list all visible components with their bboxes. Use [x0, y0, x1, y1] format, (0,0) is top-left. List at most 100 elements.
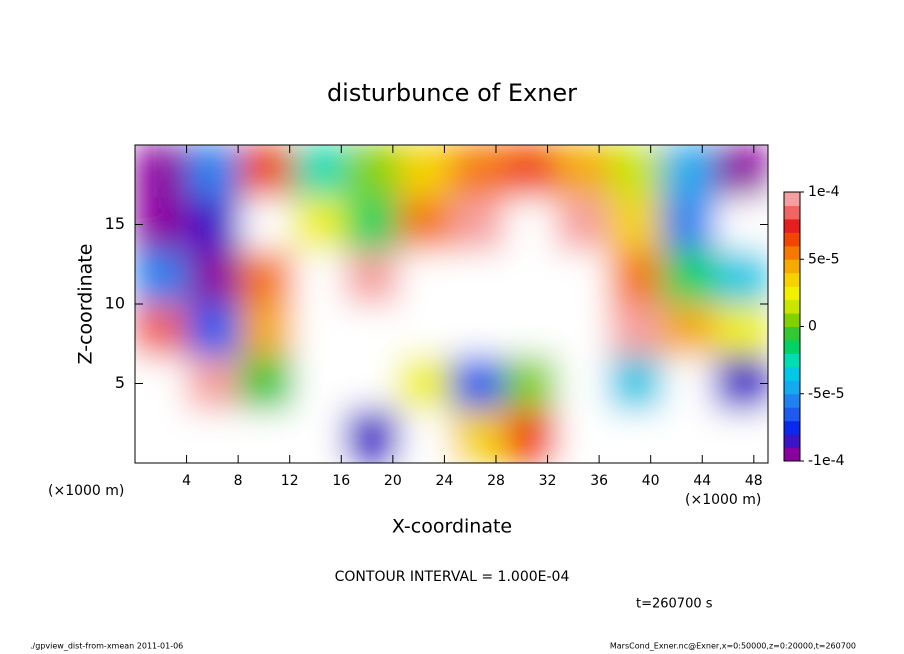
field-cell [662, 409, 716, 463]
x-tick-label: 40 [642, 473, 660, 489]
y-tick-label: 15 [105, 214, 125, 233]
colorbar-tick-label: 1e-4 [808, 184, 840, 200]
field-cell [345, 303, 400, 358]
colorbar-band [784, 232, 800, 247]
field-cell [714, 303, 768, 358]
field-cell [135, 145, 189, 199]
colorbar-tick-label: 0 [808, 319, 817, 335]
field-cell [662, 356, 716, 411]
field-cell [292, 356, 347, 411]
field-cell [662, 145, 716, 199]
field-cell [714, 250, 768, 305]
colorbar-band [784, 299, 800, 314]
field-cell [503, 145, 558, 199]
field-cell [187, 409, 241, 463]
footer-left: ./gpview_dist-from-xmean 2011-01-06 [30, 642, 183, 651]
field-cell [292, 145, 347, 199]
field-cell [714, 197, 768, 252]
x-tick-label: 44 [693, 473, 711, 489]
field-cell [556, 250, 611, 305]
field-cell [135, 250, 189, 305]
field-cell [398, 250, 452, 305]
colorbar-band [784, 313, 800, 327]
field-cell [135, 303, 189, 358]
colorbar-band [784, 366, 800, 381]
field-cell [503, 409, 558, 463]
field-cell [556, 145, 611, 199]
field-cell [398, 409, 452, 463]
field-cell [451, 197, 505, 252]
field-cell [292, 409, 347, 463]
time-label: t=260700 s [636, 597, 713, 612]
field-cell [187, 250, 241, 305]
colorbar-band [784, 218, 800, 233]
field-cell [345, 356, 400, 411]
x-axis-label: X-coordinate [392, 516, 512, 538]
field-cell [556, 197, 611, 252]
colorbar-band [784, 434, 800, 449]
field-cell [451, 356, 505, 411]
field-cell [556, 356, 611, 411]
field-cell [662, 303, 716, 358]
field-cell [187, 356, 241, 411]
colorbar-band [784, 447, 800, 462]
field-cell [662, 197, 716, 252]
field-cell [556, 303, 611, 358]
field-cell [187, 303, 241, 358]
contour-note: CONTOUR INTERVAL = 1.000E-04 [335, 569, 570, 585]
x-tick-label: 28 [487, 473, 505, 489]
field-cell [556, 409, 611, 463]
chart-title: disturbunce of Exner [327, 79, 577, 107]
x-tick-label: 24 [435, 473, 453, 489]
colorbar-band [784, 380, 800, 395]
field-cell [292, 250, 347, 305]
field-cell [503, 197, 558, 252]
x-tick-label: 16 [332, 473, 350, 489]
field-cell [187, 197, 241, 252]
field-cell [451, 303, 505, 358]
x-tick-label: 20 [384, 473, 402, 489]
field-cell [609, 356, 663, 411]
field-cell [345, 197, 400, 252]
field-cell [135, 356, 189, 411]
y-unit: (×1000 m) [48, 483, 124, 499]
colorbar-band [784, 205, 800, 220]
colorbar-band [784, 339, 800, 354]
field-cell [609, 197, 663, 252]
field-cell [503, 356, 558, 411]
colorbar-band [784, 407, 800, 422]
colorbar-band [784, 353, 800, 368]
y-axis-label: Z-coordinate [75, 244, 97, 365]
field-cell [451, 409, 505, 463]
colorbar-tick-label: -5e-5 [808, 386, 845, 402]
field-cell [398, 356, 452, 411]
x-tick-label: 8 [234, 473, 243, 489]
field-cell [345, 409, 400, 463]
field-cell [135, 197, 189, 252]
field-cell [662, 250, 716, 305]
colorbar-tick-label: 5e-5 [808, 251, 839, 267]
field-cell [609, 409, 663, 463]
plot-area [135, 145, 768, 463]
field-cell [503, 303, 558, 358]
field-cell [451, 250, 505, 305]
field-cell [240, 250, 294, 305]
field-cell [398, 303, 452, 358]
field-cell [714, 145, 768, 199]
x-tick-label: 4 [182, 473, 191, 489]
colorbar-band [784, 245, 800, 260]
axes: 4 8 12 16 20 24 28 32 36 40 44 48510151e-45e-50-5e-… [105, 144, 845, 489]
field-cell [240, 356, 294, 411]
field-cell [714, 356, 768, 411]
field-cell [609, 303, 663, 358]
x-unit: (×1000 m) [685, 492, 761, 508]
y-tick-label: 5 [115, 373, 125, 392]
field-cell [240, 145, 294, 199]
colorbar-band [784, 393, 800, 408]
field-cell [503, 250, 558, 305]
colorbar-band [784, 420, 800, 435]
field-cell [345, 250, 400, 305]
colorbar-tick-label: -1e-4 [808, 453, 845, 469]
x-tick-label: 12 [281, 473, 299, 489]
